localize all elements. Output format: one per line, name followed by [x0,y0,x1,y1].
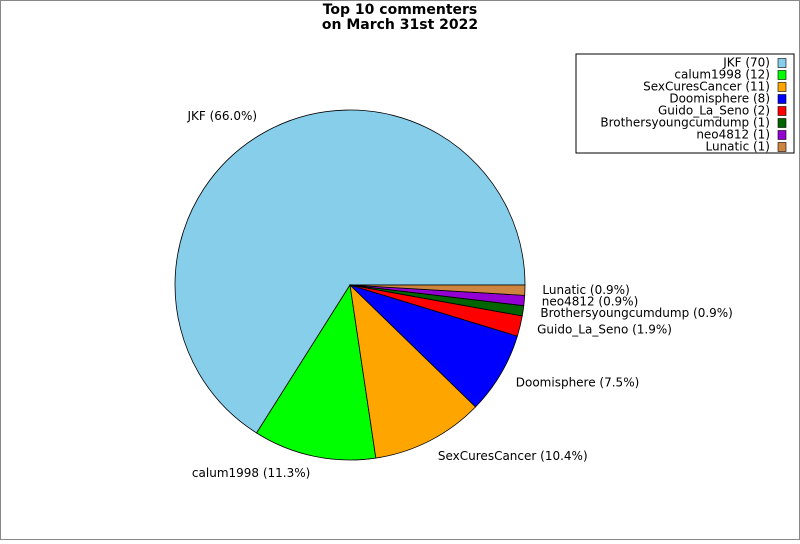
pie-slice [256,283,377,461]
slice-label: Doomisphere (7.5%) [516,375,640,389]
pie-slice [349,284,526,296]
pie-slice [174,109,526,434]
legend-box [575,53,795,154]
slice-label: JKF (66.0%) [186,109,257,123]
chart-title: Top 10 commenters [323,2,478,18]
legend-label: neo4812 (1) [696,128,770,142]
legend-label: SexCuresCancer (11) [643,80,770,94]
slice-label: SexCuresCancer (10.4%) [438,449,588,463]
legend-label: Lunatic (1) [706,140,771,154]
legend-swatch [777,58,787,68]
legend-label: Guido_La_Seno (2) [658,104,770,118]
legend-label: Doomisphere (8) [669,92,770,106]
slice-label: Brothersyoungcumdump (0.9%) [540,306,732,320]
chart-title: on March 31st 2022 [322,17,478,33]
legend-label: JKF (70) [722,56,770,70]
legend-label: calum1998 (12) [674,68,770,82]
legend-label: Brothersyoungcumdump (1) [600,116,770,130]
legend-swatch [777,70,787,80]
legend-swatch [777,118,787,128]
legend-swatch [777,106,787,116]
pie-slice [349,283,477,459]
slice-label: neo4812 (0.9%) [542,295,639,309]
legend-swatch [777,82,787,92]
legend-swatch [777,142,787,152]
slice-label: Guido_La_Seno (1.9%) [537,323,672,337]
legend-swatch [777,130,787,140]
slice-label: Lunatic (0.9%) [542,283,629,297]
legend-swatch [777,94,787,104]
slice-label: calum1998 (11.3%) [192,466,310,480]
